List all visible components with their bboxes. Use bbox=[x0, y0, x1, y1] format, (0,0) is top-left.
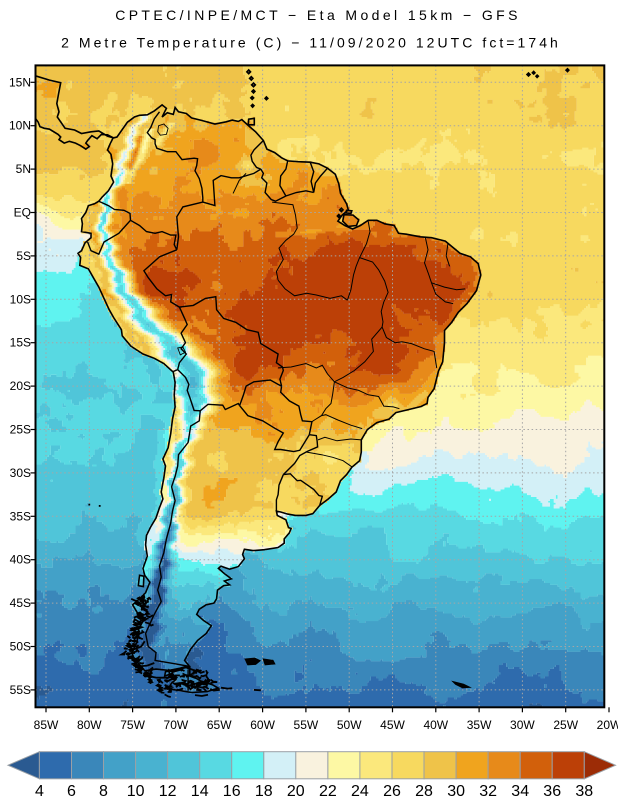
svg-text:80W: 80W bbox=[77, 718, 102, 732]
svg-text:25S: 25S bbox=[10, 423, 31, 437]
svg-text:55W: 55W bbox=[294, 718, 319, 732]
svg-text:2 Metre Temperature (C) − 11/0: 2 Metre Temperature (C) − 11/09/2020 12U… bbox=[61, 35, 561, 51]
svg-text:14: 14 bbox=[191, 783, 209, 800]
svg-text:50W: 50W bbox=[337, 718, 362, 732]
svg-text:20: 20 bbox=[287, 783, 305, 800]
svg-text:60W: 60W bbox=[250, 718, 275, 732]
svg-text:12: 12 bbox=[159, 783, 177, 800]
svg-text:34: 34 bbox=[511, 783, 529, 800]
svg-text:65W: 65W bbox=[207, 718, 232, 732]
svg-text:25W: 25W bbox=[553, 718, 578, 732]
svg-text:CPTEC/INPE/MCT − Eta Model 15: CPTEC/INPE/MCT − Eta Model 15km − GFS bbox=[115, 7, 521, 23]
svg-text:10S: 10S bbox=[10, 292, 31, 306]
svg-text:30S: 30S bbox=[10, 466, 31, 480]
svg-text:32: 32 bbox=[479, 783, 497, 800]
svg-text:55S: 55S bbox=[10, 683, 31, 697]
svg-text:50S: 50S bbox=[10, 640, 31, 654]
svg-text:5S: 5S bbox=[16, 249, 31, 263]
svg-text:10N: 10N bbox=[9, 119, 31, 133]
svg-text:4: 4 bbox=[35, 783, 44, 800]
svg-text:22: 22 bbox=[319, 783, 337, 800]
svg-text:75W: 75W bbox=[120, 718, 145, 732]
svg-text:35S: 35S bbox=[10, 509, 31, 523]
svg-text:45W: 45W bbox=[380, 718, 405, 732]
svg-text:15S: 15S bbox=[10, 336, 31, 350]
svg-text:40W: 40W bbox=[423, 718, 448, 732]
svg-text:8: 8 bbox=[99, 783, 108, 800]
svg-text:18: 18 bbox=[255, 783, 273, 800]
svg-text:15N: 15N bbox=[9, 75, 31, 89]
svg-text:85W: 85W bbox=[34, 718, 59, 732]
svg-text:20S: 20S bbox=[10, 379, 31, 393]
svg-text:5N: 5N bbox=[16, 162, 31, 176]
svg-text:EQ: EQ bbox=[14, 206, 31, 220]
svg-text:45S: 45S bbox=[10, 596, 31, 610]
svg-text:36: 36 bbox=[543, 783, 561, 800]
svg-text:20W: 20W bbox=[597, 718, 618, 732]
svg-text:24: 24 bbox=[351, 783, 369, 800]
svg-text:16: 16 bbox=[223, 783, 241, 800]
svg-text:26: 26 bbox=[383, 783, 401, 800]
svg-text:6: 6 bbox=[67, 783, 76, 800]
svg-text:30: 30 bbox=[447, 783, 465, 800]
svg-text:10: 10 bbox=[127, 783, 145, 800]
svg-text:28: 28 bbox=[415, 783, 433, 800]
svg-text:40S: 40S bbox=[10, 553, 31, 567]
svg-text:70W: 70W bbox=[164, 718, 189, 732]
svg-text:38: 38 bbox=[575, 783, 593, 800]
svg-text:35W: 35W bbox=[467, 718, 492, 732]
svg-text:30W: 30W bbox=[510, 718, 535, 732]
